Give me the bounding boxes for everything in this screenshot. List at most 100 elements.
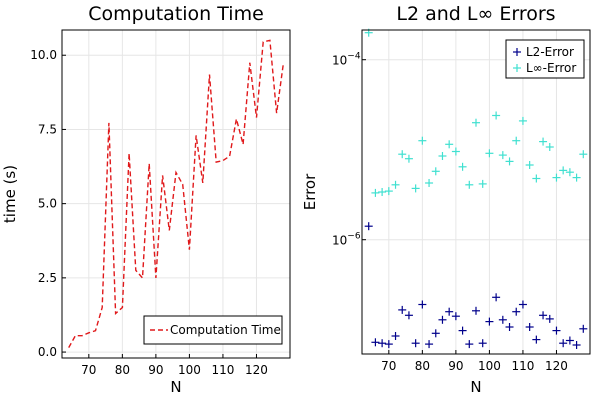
l2-error-point bbox=[364, 222, 373, 231]
linf-error-point bbox=[512, 136, 521, 145]
y-tick-label: 10−6 bbox=[332, 232, 361, 248]
right-legend-box bbox=[505, 39, 585, 79]
l2-error-point bbox=[451, 312, 460, 321]
l2-error-point bbox=[498, 315, 507, 324]
linf-error-point bbox=[478, 179, 487, 188]
legend-plus-linf bbox=[513, 64, 521, 72]
linf-error-point bbox=[425, 179, 434, 187]
left-marks bbox=[68, 39, 284, 348]
x-tick-label: 110 bbox=[511, 359, 534, 373]
linf-error-point bbox=[559, 166, 568, 175]
linf-error-point bbox=[404, 154, 413, 163]
x-tick-label: 80 bbox=[415, 359, 430, 373]
right-marks bbox=[364, 28, 588, 349]
linf-error-point bbox=[539, 137, 548, 146]
linf-error-point bbox=[378, 188, 387, 196]
right-ticks: 70 80 90 100 110 120 10−6 10−4 bbox=[332, 52, 568, 373]
linf-error-point bbox=[391, 180, 400, 189]
linf-error-point bbox=[371, 188, 380, 197]
legend-entry-linf-error: L∞-Error bbox=[526, 61, 576, 75]
y-tick-label: 0.0 bbox=[38, 345, 57, 359]
l2-error-point bbox=[425, 340, 434, 349]
linf-error-point bbox=[565, 168, 574, 177]
series-line-computation-time bbox=[68, 39, 284, 348]
l2-error-point bbox=[552, 326, 561, 335]
x-tick-label: 70 bbox=[381, 359, 396, 373]
y-tick-label: 10.0 bbox=[30, 48, 57, 62]
linf-error-point bbox=[458, 162, 467, 171]
l2-error-point bbox=[445, 307, 454, 316]
l2-error-point bbox=[458, 326, 467, 335]
y-tick-label: 7.5 bbox=[38, 122, 57, 136]
linf-error-point bbox=[552, 173, 561, 182]
linf-error-point bbox=[472, 118, 480, 127]
x-tick-label: 70 bbox=[81, 363, 96, 377]
l2-error-point bbox=[478, 339, 487, 348]
linf-error-point bbox=[465, 180, 474, 189]
linf-error-point bbox=[445, 140, 454, 149]
l2-error-point bbox=[539, 311, 548, 320]
linf-error-point bbox=[485, 149, 494, 158]
linf-error-point bbox=[398, 150, 407, 159]
left-plot-frame bbox=[61, 29, 291, 359]
errors-panel: 70 80 90 100 110 120 10−6 10−4 L2 and L∞ Errors… bbox=[301, 3, 591, 396]
x-tick-label: 90 bbox=[148, 363, 163, 377]
left-y-axis-label: time (s) bbox=[1, 165, 19, 223]
l2-error-point bbox=[391, 332, 400, 340]
l2-error-point bbox=[418, 300, 427, 309]
l2-error-point bbox=[398, 305, 407, 314]
left-chart-title: Computation Time bbox=[88, 3, 264, 25]
left-ticks: 70 80 90 100 110 120 0.0 2.5 5.0 7.5 10.0 bbox=[30, 48, 268, 377]
legend-marker-l2 bbox=[513, 48, 521, 56]
right-y-axis-label: Error bbox=[301, 173, 319, 210]
l2-error-point bbox=[505, 323, 514, 331]
linf-error-point bbox=[384, 187, 393, 196]
l2-error-point bbox=[472, 306, 480, 315]
l2-error-point bbox=[384, 340, 393, 349]
l2-error-point bbox=[378, 339, 387, 348]
linf-error-point bbox=[572, 173, 581, 182]
linf-error-point bbox=[451, 147, 460, 156]
y-tick-label: 2.5 bbox=[38, 271, 57, 285]
l2-error-point bbox=[438, 315, 447, 324]
right-x-axis-label: N bbox=[470, 378, 481, 396]
right-plot-frame bbox=[361, 29, 591, 355]
linf-error-point bbox=[525, 161, 534, 169]
x-tick-label: 120 bbox=[245, 363, 268, 377]
y-tick-label: 5.0 bbox=[38, 197, 57, 211]
l2-error-point bbox=[485, 317, 494, 326]
l2-error-point bbox=[371, 338, 380, 347]
y-tick-label: 10−4 bbox=[332, 52, 361, 68]
linf-error-point bbox=[498, 151, 507, 160]
left-legend: Computation Time bbox=[143, 315, 283, 345]
l2-error-point bbox=[492, 293, 501, 302]
x-tick-label: 110 bbox=[211, 363, 234, 377]
linf-error-point bbox=[438, 152, 447, 160]
l2-error-point bbox=[512, 307, 521, 316]
legend-entry-l2-error: L2-Error bbox=[526, 45, 574, 59]
x-tick-label: 80 bbox=[115, 363, 130, 377]
legend-entry-computation-time: Computation Time bbox=[170, 323, 281, 337]
l2-error-point bbox=[532, 335, 541, 344]
legend-marker-linf bbox=[513, 64, 521, 72]
linf-error-point bbox=[518, 116, 527, 125]
l2-error-point bbox=[565, 336, 574, 345]
linf-error-point bbox=[505, 157, 514, 166]
l2-error-point bbox=[579, 324, 588, 333]
l2-error-point bbox=[545, 314, 554, 323]
linf-error-point bbox=[431, 167, 440, 176]
right-chart-title: L2 and L∞ Errors bbox=[396, 3, 555, 25]
left-grid bbox=[62, 30, 290, 358]
linf-error-point bbox=[545, 143, 554, 151]
l2-error-point bbox=[525, 323, 534, 331]
x-tick-label: 100 bbox=[178, 363, 201, 377]
right-grid bbox=[362, 30, 590, 354]
l2-error-point bbox=[559, 339, 568, 348]
l2-error-point bbox=[404, 311, 413, 320]
linf-error-point bbox=[492, 111, 501, 120]
l2-error-point bbox=[465, 340, 474, 349]
x-tick-label: 100 bbox=[478, 359, 501, 373]
linf-error-point bbox=[532, 174, 541, 183]
linf-error-point bbox=[411, 184, 420, 193]
